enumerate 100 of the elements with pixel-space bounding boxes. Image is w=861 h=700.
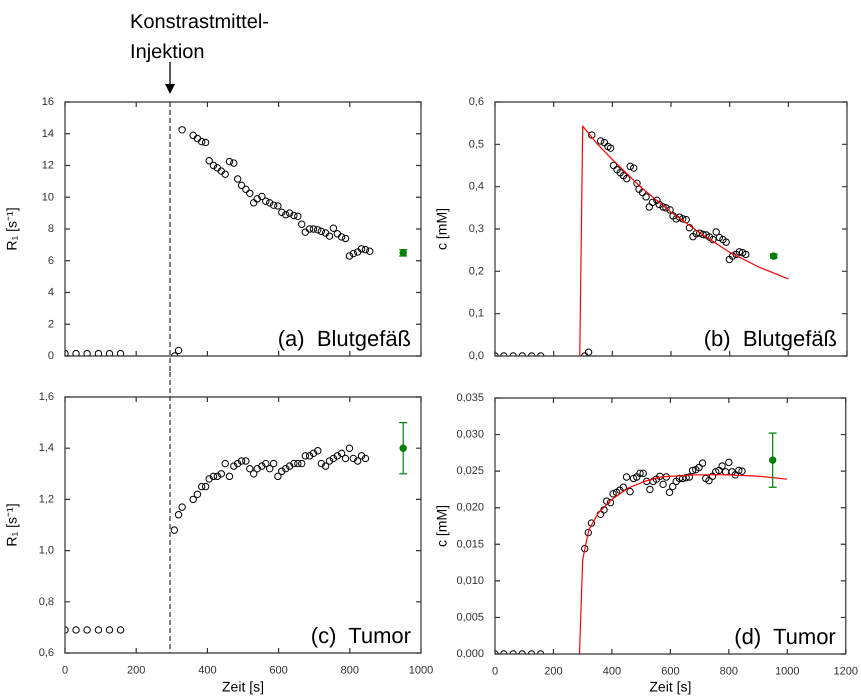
point bbox=[326, 457, 334, 465]
y-tick-label: 16 bbox=[42, 96, 54, 108]
point bbox=[672, 478, 680, 486]
point bbox=[609, 490, 617, 498]
point bbox=[298, 460, 306, 468]
point bbox=[234, 460, 242, 468]
point bbox=[174, 346, 182, 354]
point bbox=[600, 506, 608, 514]
y-tick-label: 10 bbox=[42, 191, 54, 204]
point bbox=[728, 252, 736, 260]
point bbox=[294, 460, 302, 468]
point bbox=[696, 230, 704, 237]
point bbox=[738, 249, 746, 256]
point bbox=[198, 482, 206, 490]
annotation: (d) Tumor bbox=[734, 624, 836, 649]
annotation: (c) Tumor bbox=[310, 623, 411, 648]
y-tick-label: 2 bbox=[48, 318, 54, 330]
point bbox=[350, 250, 358, 258]
point bbox=[742, 250, 750, 258]
point bbox=[246, 190, 254, 197]
point bbox=[314, 226, 322, 234]
point bbox=[314, 447, 322, 454]
point bbox=[584, 348, 592, 356]
point bbox=[588, 519, 596, 527]
point bbox=[709, 236, 717, 244]
point bbox=[620, 484, 628, 491]
point bbox=[230, 462, 238, 470]
point bbox=[258, 462, 266, 470]
point bbox=[354, 457, 362, 465]
point bbox=[682, 474, 690, 482]
point bbox=[653, 196, 661, 204]
point bbox=[722, 468, 730, 476]
point bbox=[302, 452, 309, 460]
y-tick-label: 8 bbox=[48, 223, 54, 236]
point bbox=[94, 350, 102, 356]
x-tick-label: 1000 bbox=[775, 666, 800, 678]
x-tick-label: 400 bbox=[198, 664, 217, 677]
point bbox=[205, 157, 213, 164]
point bbox=[274, 202, 282, 210]
y-tick-label: 0,000 bbox=[456, 648, 484, 660]
point bbox=[226, 472, 234, 480]
y-tick-label: 0,005 bbox=[456, 611, 484, 624]
point bbox=[342, 234, 350, 242]
point bbox=[310, 225, 318, 233]
x-tick-label: 0 bbox=[62, 664, 68, 677]
point bbox=[699, 230, 707, 238]
point bbox=[666, 206, 674, 214]
point bbox=[732, 471, 739, 478]
point bbox=[669, 482, 676, 490]
point bbox=[666, 488, 674, 496]
point bbox=[298, 220, 306, 228]
y-tick-label: 0,2 bbox=[468, 265, 484, 278]
point bbox=[202, 138, 210, 146]
point bbox=[205, 475, 213, 483]
point bbox=[678, 474, 686, 482]
annotation: (b) Blutgefäß bbox=[704, 326, 837, 351]
point bbox=[250, 199, 258, 207]
point bbox=[648, 198, 656, 206]
point bbox=[656, 472, 664, 480]
y-tick-label: 0,5 bbox=[468, 138, 484, 150]
point bbox=[270, 460, 278, 468]
x-tick-label: 1000 bbox=[408, 664, 434, 677]
point bbox=[705, 476, 713, 484]
y-tick-label: 0,6 bbox=[468, 96, 484, 108]
point bbox=[702, 231, 710, 239]
y-tick-label: 0,020 bbox=[456, 502, 484, 514]
point bbox=[310, 450, 318, 458]
point bbox=[189, 496, 197, 504]
point bbox=[623, 174, 630, 182]
point bbox=[342, 454, 350, 462]
point bbox=[234, 175, 242, 183]
point bbox=[706, 233, 714, 241]
point bbox=[262, 460, 270, 468]
y-axis-title: c [mM] bbox=[433, 505, 450, 547]
point bbox=[596, 510, 604, 518]
point bbox=[638, 188, 646, 196]
point bbox=[286, 209, 294, 217]
point bbox=[194, 134, 202, 142]
point bbox=[254, 464, 261, 472]
point bbox=[738, 467, 746, 475]
point bbox=[330, 454, 338, 462]
point bbox=[174, 511, 182, 518]
ref-line-label: Konstrastmittel-Injektion bbox=[130, 11, 269, 63]
point bbox=[702, 474, 710, 482]
point bbox=[282, 464, 290, 472]
y-tick-label: 1,0 bbox=[38, 544, 54, 557]
point bbox=[612, 488, 620, 496]
point bbox=[722, 238, 730, 246]
point bbox=[306, 225, 314, 233]
point bbox=[306, 452, 314, 460]
point bbox=[222, 460, 229, 468]
point bbox=[602, 497, 610, 505]
y-tick-label: 12 bbox=[42, 160, 54, 172]
point bbox=[242, 186, 250, 194]
x-tick-label: 400 bbox=[602, 666, 622, 678]
point bbox=[679, 215, 686, 223]
point bbox=[646, 486, 654, 494]
point bbox=[322, 229, 330, 237]
point bbox=[649, 478, 657, 486]
point bbox=[334, 230, 342, 238]
